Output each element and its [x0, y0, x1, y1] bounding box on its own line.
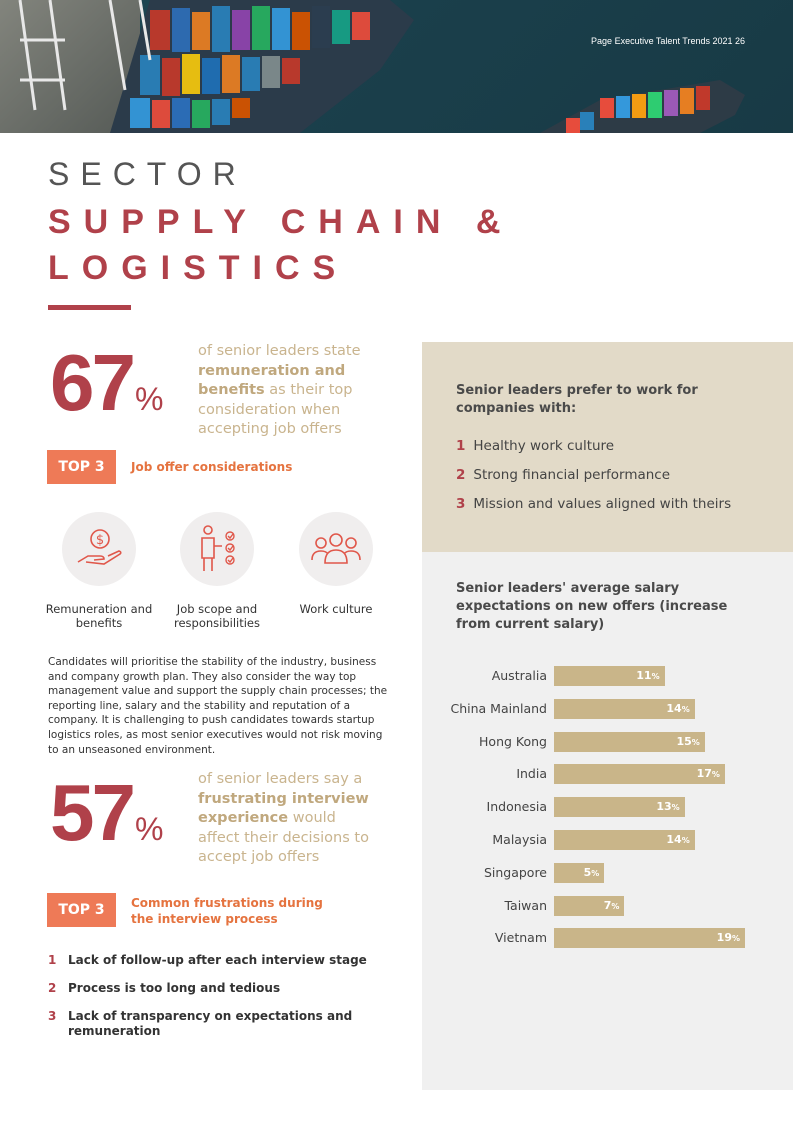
bar-label: Indonesia — [486, 799, 547, 815]
preferences-panel: Senior leaders prefer to work for compan… — [422, 342, 793, 552]
bar-row: Vietnam 19% — [422, 928, 793, 949]
bar: 19% — [554, 928, 745, 949]
list-item: 1 Healthy work culture — [456, 438, 615, 454]
bar-row: Malaysia 14% — [422, 830, 793, 850]
bar-label: Singapore — [483, 864, 547, 880]
svg-text:$: $ — [96, 533, 104, 548]
bar: 14% — [554, 698, 695, 719]
title-line-1: SUPPLY CHAIN & — [48, 203, 514, 241]
bar: 11% — [554, 666, 665, 686]
bar-label: India — [516, 766, 547, 782]
bar: 14% — [554, 830, 695, 850]
percent-sign: % — [134, 811, 164, 847]
page-title: SUPPLY CHAIN & LOGISTICS — [48, 199, 513, 291]
bar-value-label: 14% — [666, 833, 690, 846]
top3-considerations-label: Job offer considerations — [131, 460, 293, 474]
sector-label: SECTOR — [48, 156, 247, 192]
list-item: 2 Strong financial performance — [456, 467, 671, 483]
bar-value-label: 5% — [583, 865, 600, 879]
frustrations-list: 1 Lack of follow-up after each interview … — [48, 953, 378, 1052]
stat-highlight: frustrating interview experience — [198, 790, 369, 827]
title-line-2: LOGISTICS — [48, 249, 349, 287]
stat-67-description: of senior leaders state remuneration and… — [198, 343, 361, 437]
top3-badge: TOP 3 — [47, 893, 116, 927]
bar-label: Australia — [491, 668, 547, 683]
bar-row: India 17% — [422, 764, 793, 785]
bar-value-label: 7% — [603, 898, 620, 912]
bar-value-label: 19% — [716, 931, 740, 945]
container-ship-illustration — [0, 0, 745, 133]
list-item: 1 Lack of follow-up after each interview … — [48, 953, 367, 967]
list-item: 3 Mission and values aligned with theirs — [456, 496, 732, 512]
people-group-icon — [299, 512, 373, 586]
bar-row: China Mainland 14% — [422, 698, 793, 719]
bar-label: Vietnam — [494, 930, 547, 946]
chart-title: Senior leaders' average salary expectati… — [456, 581, 728, 632]
body-paragraph: Candidates will prioritise the stability… — [48, 656, 388, 756]
stat-number: 57 — [50, 768, 136, 857]
bar-value-label: 17% — [696, 767, 720, 781]
consideration-label-1: Remuneration and benefits — [45, 602, 153, 630]
bar: 7% — [554, 895, 625, 916]
preferences-heading: Senior leaders prefer to work for compan… — [456, 383, 698, 416]
bar-value-label: 15% — [676, 734, 700, 748]
percent-sign: % — [134, 381, 164, 417]
bar-value-label: 11% — [636, 669, 660, 682]
stat-highlight: remuneration and benefits — [198, 362, 346, 399]
salary-chart-panel: Senior leaders' average salary expectati… — [422, 552, 793, 1090]
bar-label: Malaysia — [492, 832, 547, 847]
stat-number: 67 — [50, 338, 136, 427]
hero-image-port-containers: Page Executive Talent Trends 2021 26 — [0, 0, 793, 133]
stat-67-number: 67% — [50, 343, 163, 439]
bar-row: Singapore 5% — [422, 862, 793, 883]
consideration-label-3: Work culture — [299, 602, 373, 616]
bar: 13% — [554, 797, 685, 818]
consideration-label-2: Job scope and responsibilities — [173, 602, 260, 630]
money-hand-icon: $ — [62, 512, 136, 586]
bar-label: Taiwan — [504, 897, 547, 913]
bar-label: Hong Kong — [479, 733, 547, 749]
bar: 5% — [554, 862, 605, 883]
stat-57-number: 57% — [50, 773, 163, 869]
bar: 17% — [554, 764, 725, 785]
checklist-person-icon — [180, 512, 254, 586]
list-item: 2 Process is too long and tedious — [48, 981, 281, 995]
title-underline — [48, 305, 131, 310]
bar-row: Indonesia 13% — [422, 797, 793, 818]
page-header-text: Page Executive Talent Trends 2021 26 — [591, 36, 745, 46]
bar-row: Australia 11% — [422, 666, 793, 686]
bar-value-label: 14% — [666, 701, 690, 715]
bar-row: Hong Kong 15% — [422, 731, 793, 752]
top3-frustrations-label: Common frustrations during the interview… — [131, 896, 323, 926]
bar-label: China Mainland — [450, 700, 547, 716]
bar-row: Taiwan 7% — [422, 895, 793, 916]
top3-badge: TOP 3 — [47, 450, 116, 484]
stat-57-description: of senior leaders say a frustrating inte… — [198, 771, 369, 865]
bar: 15% — [554, 731, 705, 752]
bar-value-label: 13% — [656, 800, 680, 814]
list-item: 3 Lack of transparency on expectations an… — [48, 1009, 353, 1038]
